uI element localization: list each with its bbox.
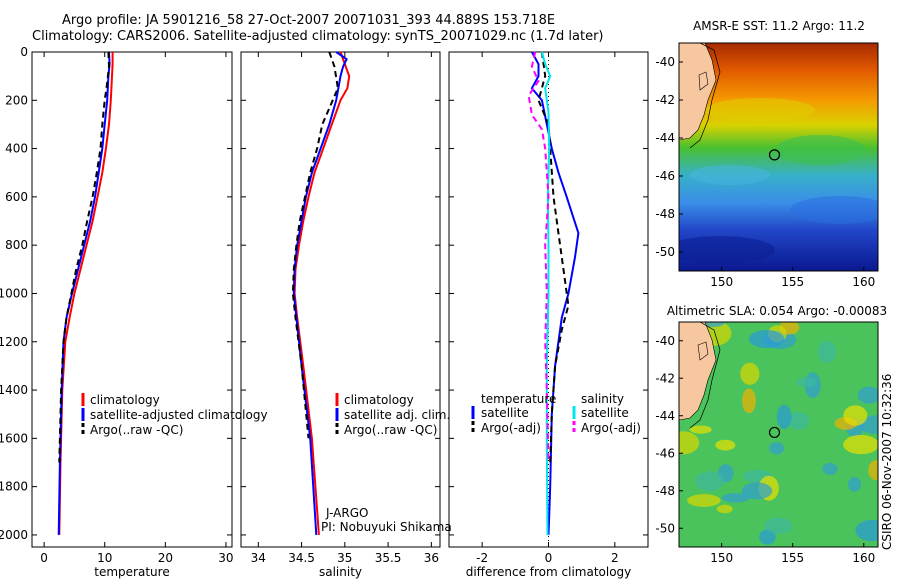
timestamp-stamp: CSIRO 06-Nov-2007 10:32:36 [880, 373, 894, 550]
x-tick-label: 30 [218, 551, 233, 565]
plot-frame [240, 51, 441, 548]
x-tick-label: 0 [40, 551, 48, 565]
y-tick-label: 400 [5, 142, 28, 156]
figure-title-line1: Argo profile: JA 5901216_58 27-Oct-2007 … [62, 13, 556, 28]
legend-argo: Argo(..raw -QC) [344, 423, 437, 437]
y-tick-label: 200 [5, 93, 28, 107]
temperature-legend: climatology satellite-adjusted climatolo… [81, 393, 268, 437]
x-tick-label: 35.5 [375, 551, 402, 565]
sst-map-title: AMSR-E SST: 11.2 Argo: 11.2 [693, 19, 865, 33]
map-y-tick-label: -46 [655, 169, 675, 183]
figure-title-line2: Climatology: CARS2006. Satellite-adjuste… [32, 29, 604, 44]
salinity-legend: climatology satellite adj. clim. Argo(..… [321, 393, 452, 534]
legend-argo: Argo(..raw -QC) [90, 423, 183, 437]
x-tick-label: 2 [611, 551, 619, 565]
y-tick-label: 2000 [0, 528, 28, 542]
argo-position-marker [768, 149, 781, 161]
y-tick-label: 1800 [0, 480, 28, 494]
map-y-tick-label: -44 [655, 131, 675, 145]
legend-sal-argo: Argo(-adj) [581, 421, 641, 435]
float-program: J-ARGO [325, 506, 368, 520]
map-y-tick-label: -40 [655, 334, 675, 348]
map-y-tick-label: -50 [655, 521, 675, 535]
series-line-argo-raw-qc- [291, 51, 339, 439]
legend-temp-satellite: satellite [481, 406, 529, 420]
map-x-tick-label: 150 [710, 551, 733, 565]
x-tick-label: 10 [97, 551, 112, 565]
float-pi: PI: Nobuyuki Shikama [321, 520, 452, 534]
sla-map-title: Altimetric SLA: 0.054 Argo: -0.00083 [667, 304, 887, 318]
x-tick-label: 35 [337, 551, 352, 565]
legend-satellite-adj: satellite adj. clim. [344, 408, 450, 422]
x-tick-label: 36 [424, 551, 439, 565]
map-y-tick-label: -48 [655, 484, 675, 498]
map-x-tick-label: 155 [781, 551, 804, 565]
series-line-climatology [58, 52, 114, 535]
map-x-tick-label: 155 [781, 275, 804, 289]
sla-map-panel: Altimetric SLA: 0.054 Argo: -0.00083 150… [655, 304, 887, 565]
legend-heading-temperature: temperature [481, 392, 556, 406]
x-tick-label: -2 [476, 551, 488, 565]
x-tick-label: 34 [251, 551, 266, 565]
legend-climatology: climatology [90, 393, 160, 407]
y-tick-label: 1600 [0, 431, 28, 445]
legend-satellite-adjusted: satellite-adjusted climatology [90, 408, 268, 422]
y-tick-label: 1400 [0, 383, 28, 397]
map-y-tick-label: -48 [655, 207, 675, 221]
map-x-tick-label: 150 [710, 275, 733, 289]
map-y-tick-label: -40 [655, 55, 675, 69]
x-tick-label: 0 [545, 551, 553, 565]
legend-temp-argo: Argo(-adj) [481, 421, 541, 435]
series-line-climatology [293, 51, 351, 535]
map-x-tick-label: 160 [852, 275, 875, 289]
map-y-tick-label: -42 [655, 93, 675, 107]
series-line-argo-raw-qc- [58, 51, 111, 463]
salinity-panel: 34 34.5 35 35.5 36 salinity [240, 51, 441, 579]
legend-sal-satellite: satellite [581, 406, 629, 420]
x-tick-label: 34.5 [288, 551, 315, 565]
x-tick-label: 20 [158, 551, 173, 565]
map-y-tick-label: -50 [655, 245, 675, 259]
plot-frame [31, 51, 233, 548]
temperature-panel: 0 10 20 30 temperature 0 200 400 600 800 1000 1200 1… [0, 45, 234, 579]
map-x-tick-label: 160 [852, 551, 875, 565]
y-tick-label: 0 [20, 45, 28, 59]
series-line-satellite-adjusted-climatology [57, 51, 111, 535]
map-y-tick-label: -46 [655, 446, 675, 460]
y-tick-label: 800 [5, 238, 28, 252]
map-y-tick-label: -44 [655, 409, 675, 423]
x-axis-label: salinity [319, 565, 362, 579]
difference-legend: temperature satellite Argo(-adj) salinit… [471, 392, 641, 435]
x-axis-label: temperature [94, 565, 169, 579]
tasmania-land [679, 43, 717, 141]
argo-position-marker [768, 426, 781, 439]
series-line-salinity-argo-adj- [527, 51, 550, 463]
y-tick-label: 1000 [0, 286, 28, 300]
y-tick-label: 600 [5, 190, 28, 204]
y-tick-label: 1200 [0, 335, 28, 349]
sst-map-panel: AMSR-E SST: 11.2 Argo: 11.2 150 155 160 -40… [655, 19, 879, 289]
map-y-tick-label: -42 [655, 371, 675, 385]
legend-climatology: climatology [344, 393, 414, 407]
legend-heading-salinity: salinity [581, 392, 624, 406]
x-axis-label: difference from climatology [466, 565, 632, 579]
